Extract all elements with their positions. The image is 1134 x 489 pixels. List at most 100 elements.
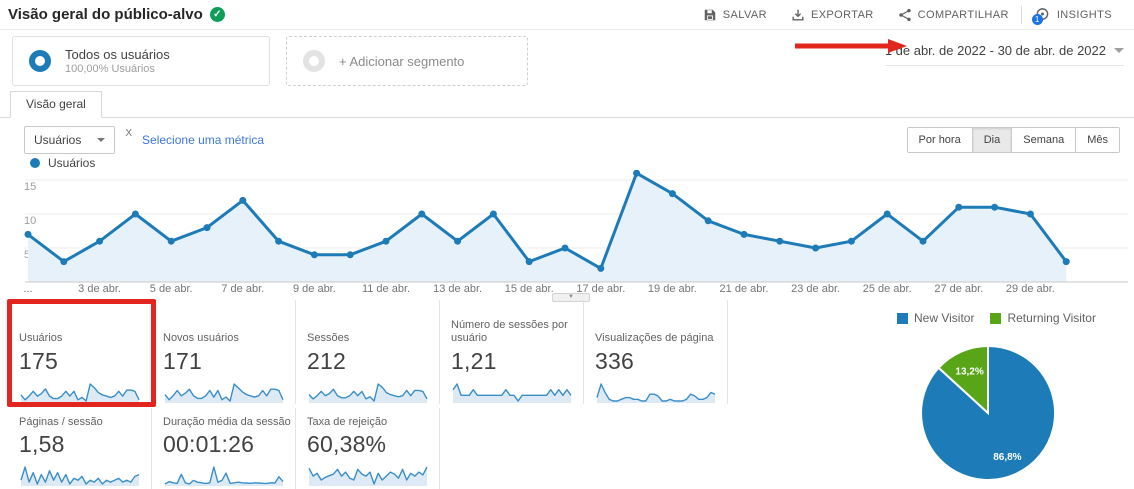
export-label: EXPORTAR	[810, 8, 874, 21]
svg-text:5: 5	[24, 249, 30, 261]
save-label: SALVAR	[722, 8, 767, 21]
svg-text:15: 15	[24, 181, 36, 193]
date-range-picker[interactable]: 1 de abr. de 2022 - 30 de abr. de 2022	[884, 43, 1124, 66]
insights-icon: 1	[1031, 7, 1051, 25]
metric-dropdown[interactable]: Usuários	[24, 126, 116, 154]
metric-selectors: Usuários X Selecione uma métrica	[24, 126, 264, 154]
insights-button[interactable]: 1 INSIGHTS	[1022, 0, 1124, 29]
chevron-down-icon	[1114, 48, 1124, 53]
granularity-week-button[interactable]: Semana	[1011, 128, 1076, 152]
tab-overview[interactable]: Visão geral	[10, 91, 102, 118]
legend-label: New Visitor	[914, 311, 975, 325]
segment-row: Todos os usuários 100,00% Usuários + Adi…	[0, 34, 1134, 90]
svg-text:13,2%: 13,2%	[955, 366, 983, 377]
metric-label: Taxa de rejeição	[307, 416, 388, 428]
metric-card-sessions[interactable]: Sessões 212	[296, 300, 440, 404]
metric-card-pageviews[interactable]: Visualizações de página 336	[584, 300, 728, 404]
granularity-button-group: Por hora Dia Semana Mês	[906, 127, 1120, 153]
users-line-chart[interactable]: 5 10 15... 3 de abr. 5 de abr. 7 de abr. 9 de …	[0, 170, 1134, 295]
share-label: COMPARTILHAR	[917, 8, 1009, 21]
svg-text:86,8%: 86,8%	[993, 452, 1021, 463]
svg-text:23 de abr.: 23 de abr.	[791, 283, 840, 295]
svg-text:9 de abr.: 9 de abr.	[293, 283, 336, 295]
metric-value: 212	[307, 348, 346, 374]
tab-bar: Visão geral	[0, 91, 1134, 118]
new-visitor-swatch-icon	[897, 312, 908, 324]
metric-sparkline	[164, 383, 284, 403]
legend-label: Returning Visitor	[1007, 311, 1096, 325]
insights-badge: 1	[1031, 14, 1043, 25]
visitor-type-pie-chart[interactable]: 86,8% 13,2%	[880, 300, 1134, 489]
add-segment-button[interactable]: + Adicionar segmento	[286, 36, 528, 86]
export-button[interactable]: EXPORTAR	[779, 0, 886, 29]
svg-text:21 de abr.: 21 de abr.	[720, 283, 769, 295]
segment-ring-empty-icon	[303, 50, 325, 72]
returning-visitor-swatch-icon	[990, 312, 1002, 324]
metric-sparkline	[452, 383, 572, 403]
share-icon	[898, 8, 911, 21]
top-toolbar: Visão geral do público-alvo ✓ SALVAR EXP…	[0, 0, 1134, 30]
metric-card-sessions-per-user[interactable]: Número de sessões por usuário 1,21	[440, 300, 584, 404]
metric-label: Novos usuários	[163, 332, 239, 344]
metric-sparkline	[596, 383, 716, 403]
metric-dropdown-label: Usuários	[34, 133, 82, 147]
insights-label: INSIGHTS	[1056, 8, 1112, 21]
metric-value: 1,58	[19, 431, 65, 457]
metric-value: 171	[163, 348, 202, 374]
select-metric-link[interactable]: Selecione uma métrica	[142, 133, 265, 147]
export-icon	[792, 9, 804, 21]
svg-text:17 de abr.: 17 de abr.	[576, 283, 625, 295]
save-button[interactable]: SALVAR	[691, 0, 779, 29]
metric-card-avg-session-duration[interactable]: Duração média da sessão 00:01:26	[152, 408, 296, 489]
share-button[interactable]: COMPARTILHAR	[886, 0, 1021, 29]
granularity-hour-button[interactable]: Por hora	[907, 128, 972, 152]
svg-text:29 de abr.: 29 de abr.	[1006, 283, 1055, 295]
metric-value: 175	[19, 348, 58, 374]
vs-label: X	[125, 128, 133, 139]
svg-text:13 de abr.: 13 de abr.	[433, 283, 482, 295]
svg-text:7 de abr.: 7 de abr.	[221, 283, 264, 295]
chart-collapse-button[interactable]: ▼	[552, 293, 590, 302]
toolbar-separator	[1020, 5, 1022, 24]
legend-item-returning-visitor[interactable]: Returning Visitor	[990, 311, 1096, 325]
chart-controls: Usuários X Selecione uma métrica Por hor…	[0, 122, 1134, 158]
metric-value: 336	[595, 348, 634, 374]
metric-label: Visualizações de página	[595, 332, 714, 344]
svg-text:10: 10	[24, 215, 36, 227]
metric-cards-row-1: Usuários 175 Novos usuários 171 Sessões …	[8, 300, 728, 404]
metric-card-new-users[interactable]: Novos usuários 171	[152, 300, 296, 404]
metric-value: 1,21	[451, 348, 497, 374]
segment-text: Todos os usuários 100,00% Usuários	[65, 47, 170, 75]
metric-value: 00:01:26	[163, 431, 255, 457]
metric-label: Usuários	[19, 332, 63, 344]
verified-check-icon: ✓	[209, 7, 225, 22]
segment-title: Todos os usuários	[65, 47, 170, 62]
granularity-month-button[interactable]: Mês	[1075, 128, 1119, 152]
legend-item-new-visitor[interactable]: New Visitor	[897, 311, 974, 325]
metric-label: Duração média da sessão	[163, 416, 291, 428]
granularity-day-button[interactable]: Dia	[971, 128, 1012, 152]
svg-text:11 de abr.: 11 de abr.	[362, 283, 410, 295]
metric-sparkline	[20, 466, 140, 486]
chevron-down-icon	[97, 138, 106, 142]
date-range-label: 1 de abr. de 2022 - 30 de abr. de 2022	[884, 43, 1106, 58]
metric-value: 60,38%	[307, 431, 387, 457]
title-wrap: Visão geral do público-alvo ✓	[8, 6, 225, 23]
page-title: Visão geral do público-alvo	[8, 6, 203, 23]
metric-card-users[interactable]: Usuários 175	[8, 300, 152, 404]
metric-card-bounce-rate[interactable]: Taxa de rejeição 60,38%	[296, 408, 440, 489]
metric-label: Sessões	[307, 332, 350, 344]
metric-label: Páginas / sessão	[19, 416, 103, 428]
metric-card-pages-per-session[interactable]: Páginas / sessão 1,58	[8, 408, 152, 489]
metric-sparkline	[308, 383, 428, 403]
segment-all-users[interactable]: Todos os usuários 100,00% Usuários	[12, 36, 270, 86]
save-icon	[704, 9, 716, 20]
svg-text:...: ...	[23, 283, 32, 295]
metric-label: Número de sessões por usuário	[451, 319, 568, 344]
svg-text:15 de abr.: 15 de abr.	[505, 283, 554, 295]
metric-sparkline	[164, 466, 284, 486]
segment-ring-icon	[29, 50, 51, 72]
svg-text:25 de abr.: 25 de abr.	[863, 283, 912, 295]
pie-chart-legend: New Visitor Returning Visitor	[897, 311, 1096, 325]
